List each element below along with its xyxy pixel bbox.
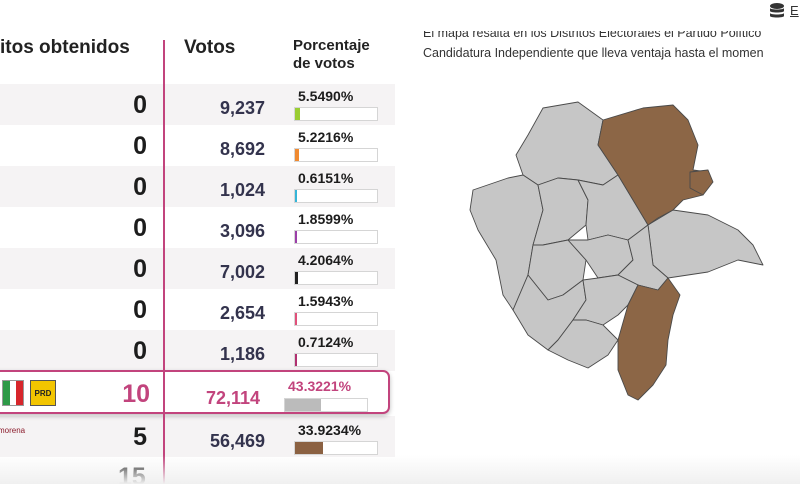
percentage-bar	[294, 353, 378, 367]
distritos-cell: 0	[133, 214, 147, 242]
porcentaje-cell: 43.3221%	[288, 378, 352, 394]
distritos-cell: 5	[133, 423, 147, 451]
percentage-bar-fill	[295, 108, 300, 120]
distritos-cell: 0	[133, 91, 147, 119]
porcentaje-header-line1: Porcentaje	[293, 37, 370, 54]
votos-cell: 2,654	[219, 303, 265, 323]
district-east[interactable]	[647, 209, 764, 279]
porcentaje-header-line2: de votos	[293, 55, 355, 72]
morena-logo: morena	[0, 426, 26, 435]
map-description: El mapa resalta en los Distritos Elector…	[423, 31, 800, 63]
district-north-east-small[interactable]	[689, 169, 714, 196]
distritos-cell: 0	[133, 132, 147, 160]
percentage-bar-fill	[285, 399, 321, 411]
percentage-bar-fill	[295, 354, 298, 366]
percentage-bar	[294, 441, 378, 455]
district-center-west[interactable]	[532, 177, 589, 246]
district-far-south[interactable]	[547, 319, 619, 369]
distritos-cell: 0	[133, 173, 147, 201]
district-south-east-highlight[interactable]	[617, 277, 681, 401]
distritos-cell: 10	[122, 380, 150, 408]
percentage-bar	[294, 148, 378, 162]
distritos-cell: 0	[133, 255, 147, 283]
table-row-highlighted[interactable]: PRD 10 72,114 43.3221%	[0, 370, 390, 414]
votos-cell: 72,114	[205, 388, 260, 408]
percentage-bar-fill	[295, 313, 298, 325]
votos-cell: 1,024	[219, 180, 265, 200]
porcentaje-cell: 0.6151%	[298, 170, 354, 186]
porcentaje-header: Porcentaje de votos	[293, 37, 370, 73]
porcentaje-cell: 1.5943%	[298, 293, 354, 309]
porcentaje-cell: 33.9234%	[298, 422, 362, 438]
map-description-line2: Candidatura Independiente que lleva vent…	[423, 46, 764, 60]
district-map	[469, 101, 764, 401]
votos-cell: 9,237	[219, 98, 265, 118]
percentage-bar	[294, 271, 378, 285]
table-row[interactable]: 0 2,654 1.5943%	[0, 289, 395, 330]
coalition-logos: PRD	[2, 379, 56, 407]
percentage-bar	[294, 107, 378, 121]
porcentaje-cell: 5.5490%	[298, 88, 354, 104]
export-link[interactable]: E	[790, 3, 799, 18]
bottom-fade	[0, 455, 800, 484]
prd-logo: PRD	[30, 380, 56, 406]
percentage-bar	[294, 312, 378, 326]
porcentaje-cell: 0.7124%	[298, 334, 354, 350]
percentage-bar	[294, 230, 378, 244]
porcentaje-cell: 4.2064%	[298, 252, 354, 268]
table-row[interactable]: 0 7,002 4.2064%	[0, 248, 395, 289]
district-south-center[interactable]	[572, 274, 639, 326]
table-row[interactable]: 0 8,692 5.2216%	[0, 125, 395, 166]
votos-cell: 8,692	[219, 139, 265, 159]
table-row[interactable]: 0 1,186 0.7124%	[0, 330, 395, 371]
votos-cell: 56,469	[209, 431, 265, 451]
percentage-bar	[294, 189, 378, 203]
percentage-bar	[284, 398, 368, 412]
votos-cell: 1,186	[219, 344, 265, 364]
votos-cell: 3,096	[219, 221, 265, 241]
percentage-bar-fill	[295, 231, 298, 243]
porcentaje-cell: 5.2216%	[298, 129, 354, 145]
results-table: itos obtenidos Votos Porcentaje de votos…	[0, 0, 395, 484]
porcentaje-cell: 1.8599%	[298, 211, 354, 227]
percentage-bar-fill	[295, 190, 298, 202]
percentage-bar-fill	[295, 442, 323, 454]
table-header: itos obtenidos Votos Porcentaje de votos	[0, 0, 395, 84]
table-row[interactable]: 0 3,096 1.8599%	[0, 207, 395, 248]
column-divider	[163, 40, 165, 484]
distritos-cell: 0	[133, 296, 147, 324]
percentage-bar-fill	[295, 272, 299, 284]
distritos-header: itos obtenidos	[0, 37, 130, 58]
distritos-cell: 0	[133, 337, 147, 365]
table-row[interactable]: 0 1,024 0.6151%	[0, 166, 395, 207]
pri-logo	[2, 380, 24, 406]
table-row[interactable]: 0 9,237 5.5490%	[0, 84, 395, 125]
map-description-line1: El mapa resalta en los Distritos Elector…	[423, 31, 762, 40]
percentage-bar-fill	[295, 149, 300, 161]
votos-cell: 7,002	[219, 262, 265, 282]
votos-header: Votos	[184, 37, 236, 58]
table-row-morena[interactable]: morena 5 56,469 33.9234%	[0, 416, 395, 457]
district-north-highlight[interactable]	[597, 104, 709, 226]
database-icon[interactable]	[768, 2, 786, 22]
